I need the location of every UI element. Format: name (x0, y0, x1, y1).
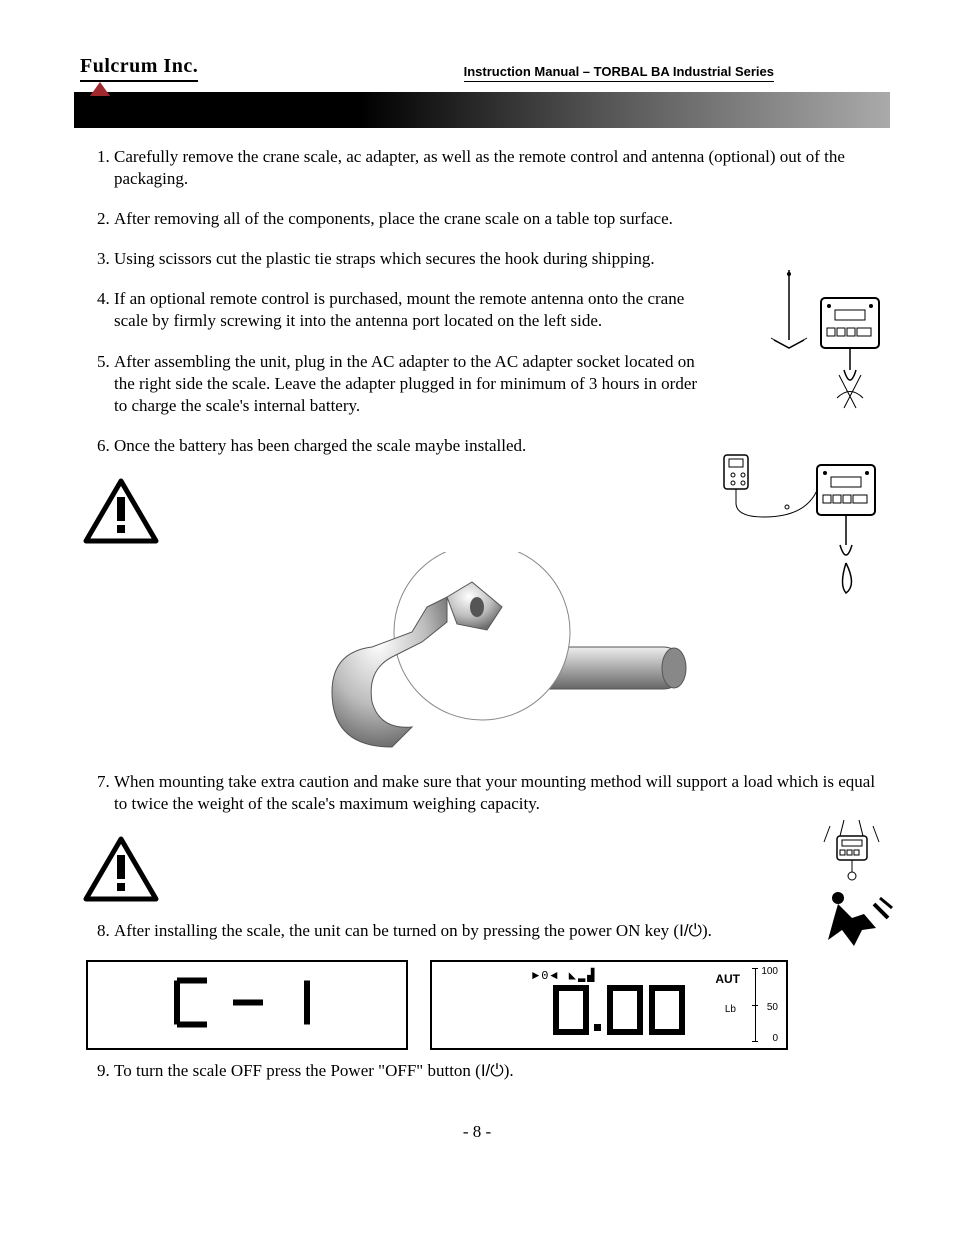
power-icon: I/⏻ (679, 921, 702, 940)
company-logo-text: Fulcrum Inc. (80, 55, 198, 82)
overload-warning-illustration (804, 818, 894, 963)
lcd-left (86, 960, 408, 1050)
lcd-aut-label: AUT (715, 972, 740, 986)
page-header: Fulcrum Inc. Instruction Manual – TORBAL… (80, 55, 884, 88)
page: Fulcrum Inc. Instruction Manual – TORBAL… (0, 0, 954, 1180)
lcd-left-segments (167, 975, 327, 1031)
lcd-display-row: ►0◄ ◣▂▟ AUT Lb 100 (86, 960, 884, 1050)
remote-adapter-illustration (719, 445, 889, 630)
warning-icon (80, 833, 884, 910)
document-title: Instruction Manual – TORBAL BA Industria… (464, 64, 774, 82)
lcd-right: ►0◄ ◣▂▟ AUT Lb 100 (430, 960, 788, 1050)
antenna-mount-illustration (759, 270, 889, 445)
lcd-unit-label: Lb (725, 1004, 736, 1015)
lcd-stability-icons: ►0◄ ◣▂▟ (532, 968, 596, 983)
instruction-list-continued: When mounting take extra caution and mak… (80, 771, 884, 815)
step-9-text-prefix: To turn the scale OFF press the Power "O… (114, 1061, 481, 1080)
step-2: After removing all of the components, pl… (114, 208, 884, 230)
lcd-scale-100: 100 (761, 966, 778, 977)
step-9: To turn the scale OFF press the Power "O… (114, 1060, 884, 1082)
lcd-scale-0: 0 (772, 1033, 778, 1044)
instruction-list-continued-2: After installing the scale, the unit can… (80, 920, 884, 942)
power-icon: I/⏻ (481, 1061, 504, 1080)
step-3: Using scissors cut the plastic tie strap… (114, 248, 884, 270)
page-number: - 8 - (463, 1122, 491, 1142)
step-8-text-suffix: ). (702, 921, 712, 940)
logo-triangle-icon (90, 82, 110, 96)
step-7: When mounting take extra caution and mak… (114, 771, 884, 815)
lcd-scale-50: 50 (767, 1002, 778, 1013)
step-8-text-prefix: After installing the scale, the unit can… (114, 921, 679, 940)
step-1: Carefully remove the crane scale, ac ada… (114, 146, 884, 190)
lcd-right-segments (552, 984, 702, 1036)
instruction-list-continued-3: To turn the scale OFF press the Power "O… (80, 1060, 884, 1082)
step-9-text-suffix: ). (504, 1061, 514, 1080)
step-8: After installing the scale, the unit can… (114, 920, 884, 942)
section-bar (74, 92, 890, 128)
